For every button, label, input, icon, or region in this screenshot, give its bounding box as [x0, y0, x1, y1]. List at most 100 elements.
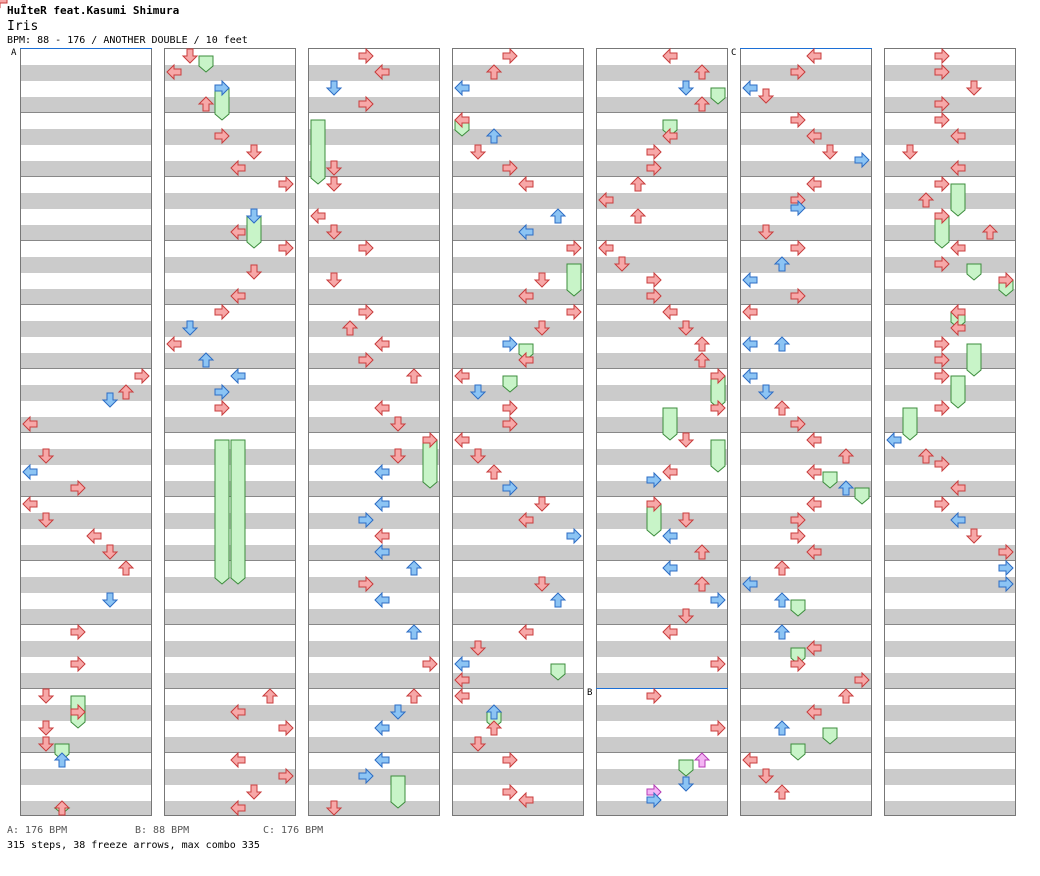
- measure-line: [21, 624, 151, 625]
- up-arrow-icon: [773, 784, 791, 800]
- bpm-change-line: [740, 48, 872, 49]
- measure-line: [885, 304, 1015, 305]
- freeze-arrow: [550, 663, 566, 681]
- up-arrow-icon: [981, 224, 999, 240]
- right-arrow-icon: [934, 207, 950, 225]
- right-arrow-icon: [790, 415, 806, 433]
- freeze-arrow: [710, 87, 726, 105]
- down-arrow-icon: [245, 264, 263, 280]
- up-arrow-icon: [197, 96, 215, 112]
- measure-line: [453, 112, 583, 113]
- freeze-arrow: [214, 439, 230, 585]
- right-arrow-icon: [854, 151, 870, 169]
- measure-line: [165, 496, 295, 497]
- right-arrow-icon: [358, 239, 374, 257]
- up-arrow-icon: [837, 448, 855, 464]
- measure-line: [885, 560, 1015, 561]
- measure-line: [21, 752, 151, 753]
- measure-line: [309, 560, 439, 561]
- left-arrow-icon: [374, 719, 390, 737]
- measure-line: [885, 496, 1015, 497]
- right-arrow-icon: [70, 703, 86, 721]
- chart-column-3: [308, 48, 440, 816]
- right-arrow-icon: [998, 271, 1014, 289]
- right-arrow-icon: [358, 95, 374, 113]
- right-arrow-icon: [646, 687, 662, 705]
- freeze-arrow: [854, 487, 870, 505]
- up-arrow-icon: [693, 576, 711, 592]
- down-arrow-icon: [101, 592, 119, 608]
- up-arrow-icon: [773, 592, 791, 608]
- measure-line: [885, 368, 1015, 369]
- up-arrow-icon: [773, 400, 791, 416]
- down-arrow-icon: [533, 576, 551, 592]
- right-arrow-icon: [934, 255, 950, 273]
- bpm-legend-c: C: 176 BPM: [263, 825, 324, 836]
- right-arrow-icon: [710, 367, 726, 385]
- right-arrow-icon: [358, 303, 374, 321]
- right-arrow-icon: [934, 399, 950, 417]
- measure-line: [597, 432, 727, 433]
- up-arrow-icon: [693, 544, 711, 560]
- down-arrow-icon: [901, 144, 919, 160]
- left-arrow-icon: [374, 495, 390, 513]
- down-arrow-icon: [325, 272, 343, 288]
- left-arrow-icon: [806, 463, 822, 481]
- bpm-legend-b: B: 88 BPM: [135, 825, 190, 836]
- measure-line: [309, 240, 439, 241]
- left-arrow-icon: [518, 223, 534, 241]
- freeze-arrow: [566, 263, 582, 297]
- undefined-arrow-icon: [0, 0, 8, 9]
- down-arrow-icon: [37, 448, 55, 464]
- measure-line: [309, 432, 439, 433]
- chart-column-4: [452, 48, 584, 816]
- down-arrow-icon: [533, 320, 551, 336]
- right-arrow-icon: [790, 511, 806, 529]
- left-arrow-icon: [518, 791, 534, 809]
- right-arrow-icon: [502, 335, 518, 353]
- right-arrow-icon: [934, 95, 950, 113]
- measure-line: [597, 240, 727, 241]
- right-arrow-icon: [710, 591, 726, 609]
- left-arrow-icon: [742, 303, 758, 321]
- measure-line: [741, 560, 871, 561]
- freeze-arrow: [502, 375, 518, 393]
- right-arrow-icon: [934, 495, 950, 513]
- measure-line: [453, 176, 583, 177]
- down-arrow-icon: [325, 176, 343, 192]
- left-arrow-icon: [950, 239, 966, 257]
- up-arrow-icon: [773, 336, 791, 352]
- measure-line: [453, 432, 583, 433]
- left-arrow-icon: [374, 591, 390, 609]
- freeze-arrow: [822, 471, 838, 489]
- down-arrow-icon: [325, 800, 343, 816]
- measure-line: [21, 112, 151, 113]
- left-arrow-icon: [230, 751, 246, 769]
- down-arrow-icon: [37, 736, 55, 752]
- left-arrow-icon: [742, 271, 758, 289]
- measure-line: [741, 112, 871, 113]
- right-arrow-icon: [790, 111, 806, 129]
- left-arrow-icon: [662, 47, 678, 65]
- right-arrow-icon: [646, 271, 662, 289]
- left-arrow-icon: [518, 351, 534, 369]
- measure-line: [165, 304, 295, 305]
- bpm-marker-b: B: [587, 688, 593, 698]
- measure-line: [165, 176, 295, 177]
- left-arrow-icon: [518, 623, 534, 641]
- measure-line: [597, 304, 727, 305]
- up-arrow-icon: [53, 752, 71, 768]
- up-arrow-icon: [549, 592, 567, 608]
- up-arrow-icon: [341, 320, 359, 336]
- measure-line: [309, 176, 439, 177]
- down-arrow-icon: [37, 720, 55, 736]
- chart-info: BPM: 88 - 176 / ANOTHER DOUBLE / 10 feet: [7, 35, 248, 46]
- right-arrow-icon: [710, 655, 726, 673]
- left-arrow-icon: [374, 335, 390, 353]
- up-arrow-icon: [405, 688, 423, 704]
- left-arrow-icon: [598, 191, 614, 209]
- down-arrow-icon: [965, 528, 983, 544]
- left-arrow-icon: [742, 367, 758, 385]
- up-arrow-icon: [693, 752, 711, 768]
- measure-line: [21, 688, 151, 689]
